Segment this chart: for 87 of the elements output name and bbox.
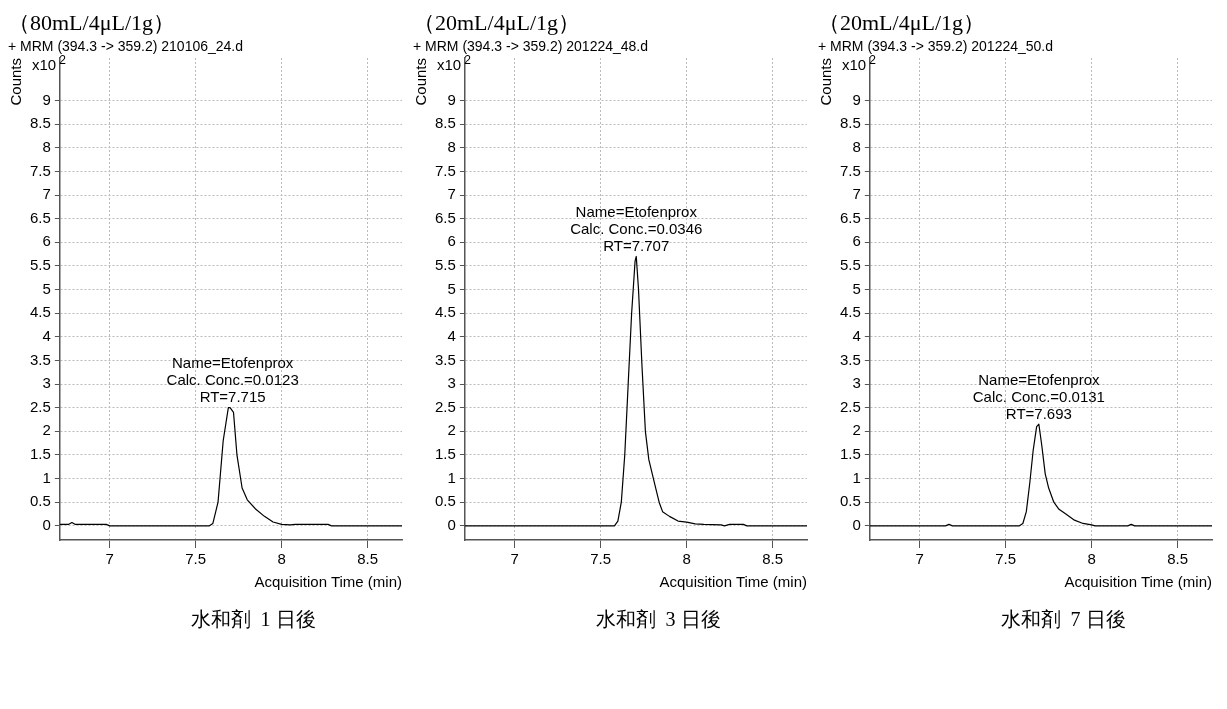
y-tick-label: 7 [42,185,51,203]
chart-title: （20mL/4μL/1g） [818,9,986,37]
text: 水和剤 7 日後 [999,607,1127,632]
y-tick-label: 0.5 [29,492,51,510]
y-tick-label: 4 [42,326,51,344]
annotation: Name=Etofenprox Calc. Conc.=0.0123 RT=7.715 [166,354,299,406]
x-tick-label: 8 [682,550,691,568]
x-axis-title: Acquisition Time (min) [254,573,402,591]
x-tick-label: 7 [105,550,114,568]
x-axis-title: Acquisition Time (min) [659,573,807,591]
y-tick-label: 4 [852,326,861,344]
y-tick-label: 3 [852,374,861,392]
x-tick-label: 8 [1087,550,1096,568]
y-tick-label: 1 [852,468,861,486]
y-tick-label: 0 [447,515,456,533]
x-axis-title: Acquisition Time (min) [1064,573,1212,591]
y-tick-label: 4.5 [29,303,51,321]
y-tick-label: 4.5 [434,303,456,321]
text: 水和剤 3 日後 [594,607,722,632]
annotation: Name=Etofenprox Calc. Conc.=0.0346 RT=7.707 [570,203,703,255]
y-tick-label: 6.5 [434,208,456,226]
y-tick-label: 7 [447,185,456,203]
x-tick-label: 7.5 [590,550,612,568]
y-tick-label: 2.5 [839,397,861,415]
y-tick-label: 8 [852,137,861,155]
y-tick-label: 0 [852,515,861,533]
y-tick-label: 2 [852,421,861,439]
y-tick-label: 7.5 [434,161,456,179]
y-tick-label: 9 [447,90,456,108]
y-tick-label: 6 [447,232,456,250]
x-tick-label: 8.5 [1167,550,1189,568]
y-tick-label: 0.5 [434,492,456,510]
y-tick-label: 0 [42,515,51,533]
y-tick-label: 5.5 [434,256,456,274]
x-tick-label: 8.5 [762,550,784,568]
y-tick-label: 5.5 [839,256,861,274]
y-tick-label: 7.5 [839,161,861,179]
text: 水和剤 1 日後 [189,607,317,632]
y-tick-label: 2.5 [434,397,456,415]
y-tick-label: 3 [42,374,51,392]
y-tick-label: 8.5 [434,114,456,132]
y-axis-title: Counts [7,58,25,106]
x-tick-label: 8 [277,550,286,568]
y-tick-label: 1.5 [29,445,51,463]
y-tick-label: 1 [42,468,51,486]
y-tick-label: 6.5 [839,208,861,226]
y-tick-label: 5 [42,279,51,297]
chart-title: （80mL/4μL/1g） [8,9,176,37]
y-tick-label: 3.5 [29,350,51,368]
y-tick-label: 3.5 [434,350,456,368]
y-tick-label: 5.5 [29,256,51,274]
chart-subtitle: + MRM (394.3 -> 359.2) 201224_50.d [818,38,1055,54]
x-tick-label: 7.5 [185,550,207,568]
y-tick-label: 3 [447,374,456,392]
y-tick-label: 6 [42,232,51,250]
y-tick-label: 2 [447,421,456,439]
y-tick-label: 9 [852,90,861,108]
x-tick-label: 7.5 [995,550,1017,568]
annotation: Name=Etofenprox Calc. Conc.=0.0131 RT=7.693 [972,370,1105,422]
y-tick-label: 1 [447,468,456,486]
x-tick-label: 7 [915,550,924,568]
y-tick-label: 8 [42,137,51,155]
chart-subtitle: + MRM (394.3 -> 359.2) 210106_24.d [8,38,245,54]
y-tick-label: 8.5 [29,114,51,132]
y-tick-label: 7 [852,185,861,203]
y-tick-label: 5 [852,279,861,297]
y-tick-label: 8 [447,137,456,155]
chart-title: （20mL/4μL/1g） [413,9,581,37]
x-tick-label: 8.5 [357,550,379,568]
y-tick-label: 3.5 [839,350,861,368]
y-tick-label: 2 [42,421,51,439]
y-tick-label: 8.5 [839,114,861,132]
y-tick-label: 1.5 [839,445,861,463]
y-tick-label: 7.5 [29,161,51,179]
y-tick-label: 9 [42,90,51,108]
y-tick-label: 1.5 [434,445,456,463]
y-tick-label: 6.5 [29,208,51,226]
y-tick-label: 0.5 [839,492,861,510]
x-tick-label: 7 [510,550,519,568]
y-tick-label: 4 [447,326,456,344]
y-tick-label: 6 [852,232,861,250]
y-axis-title: Counts [817,58,835,106]
chart-subtitle: + MRM (394.3 -> 359.2) 201224_48.d [413,38,650,54]
y-tick-label: 5 [447,279,456,297]
y-axis-title: Counts [412,58,430,106]
y-tick-label: 2.5 [29,397,51,415]
y-tick-label: 4.5 [839,303,861,321]
